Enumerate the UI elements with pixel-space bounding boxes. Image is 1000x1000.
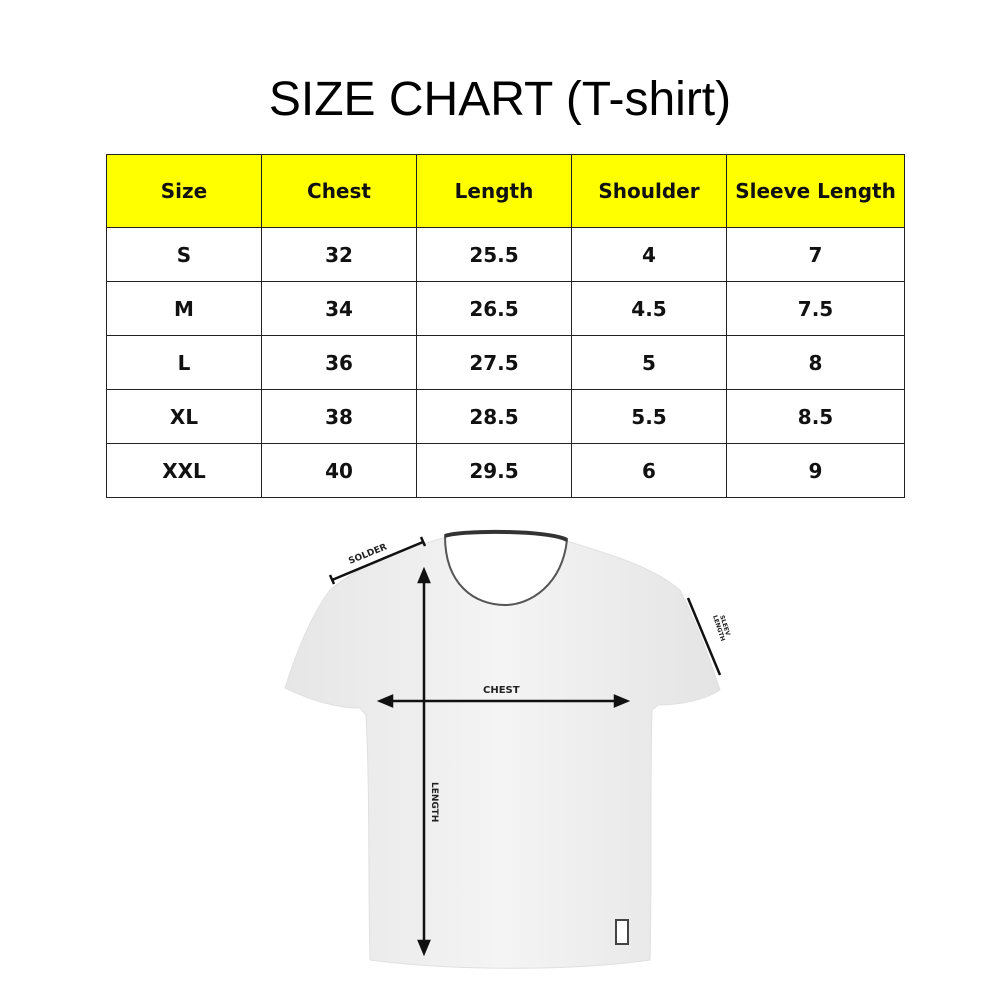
- cell-chest: 40: [261, 443, 417, 498]
- cell-chest: 38: [261, 389, 417, 444]
- cell-length: 29.5: [416, 443, 572, 498]
- cell-length: 25.5: [416, 227, 572, 282]
- page-title: SIZE CHART (T-shirt): [268, 73, 732, 126]
- cell-sleeve-length: 7.5: [726, 281, 905, 336]
- header-length: Length: [416, 154, 572, 228]
- header-sleeve-length: Sleeve Length: [726, 154, 905, 228]
- table-row: XXL 40 29.5 6 9: [106, 443, 905, 498]
- cell-shoulder: 5.5: [571, 389, 727, 444]
- table-row: XL 38 28.5 5.5 8.5: [106, 389, 905, 444]
- cell-sleeve-length: 8: [726, 335, 905, 390]
- cell-size: XXL: [106, 443, 262, 498]
- table-row: L 36 27.5 5 8: [106, 335, 905, 390]
- cell-chest: 32: [261, 227, 417, 282]
- cell-size: XL: [106, 389, 262, 444]
- tshirt-diagram: SOLDER CHEST LENGTH SLEEV LENGTH: [284, 529, 731, 969]
- cell-size: M: [106, 281, 262, 336]
- table-header-row: Size Chest Length Shoulder Sleeve Length: [106, 154, 905, 228]
- tshirt-body: [284, 533, 721, 969]
- sleeve-measure-line: [686, 597, 722, 676]
- cell-chest: 34: [261, 281, 417, 336]
- cell-sleeve-length: 7: [726, 227, 905, 282]
- cell-size: S: [106, 227, 262, 282]
- length-label: LENGTH: [429, 782, 439, 822]
- header-chest: Chest: [261, 154, 417, 228]
- chest-label: CHEST: [483, 685, 520, 696]
- header-size: Size: [106, 154, 262, 228]
- table-row: M 34 26.5 4.5 7.5: [106, 281, 905, 336]
- cell-shoulder: 4.5: [571, 281, 727, 336]
- size-table: Size Chest Length Shoulder Sleeve Length…: [106, 154, 905, 498]
- cell-shoulder: 4: [571, 227, 727, 282]
- tshirt-tag-logo: [615, 919, 629, 945]
- cell-length: 27.5: [416, 335, 572, 390]
- cell-shoulder: 5: [571, 335, 727, 390]
- header-shoulder: Shoulder: [571, 154, 727, 228]
- cell-length: 28.5: [416, 389, 572, 444]
- table-row: S 32 25.5 4 7: [106, 227, 905, 282]
- cell-shoulder: 6: [571, 443, 727, 498]
- shoulder-measure-line: [331, 540, 424, 582]
- cell-sleeve-length: 9: [726, 443, 905, 498]
- cell-size: L: [106, 335, 262, 390]
- cell-sleeve-length: 8.5: [726, 389, 905, 444]
- cell-length: 26.5: [416, 281, 572, 336]
- cell-chest: 36: [261, 335, 417, 390]
